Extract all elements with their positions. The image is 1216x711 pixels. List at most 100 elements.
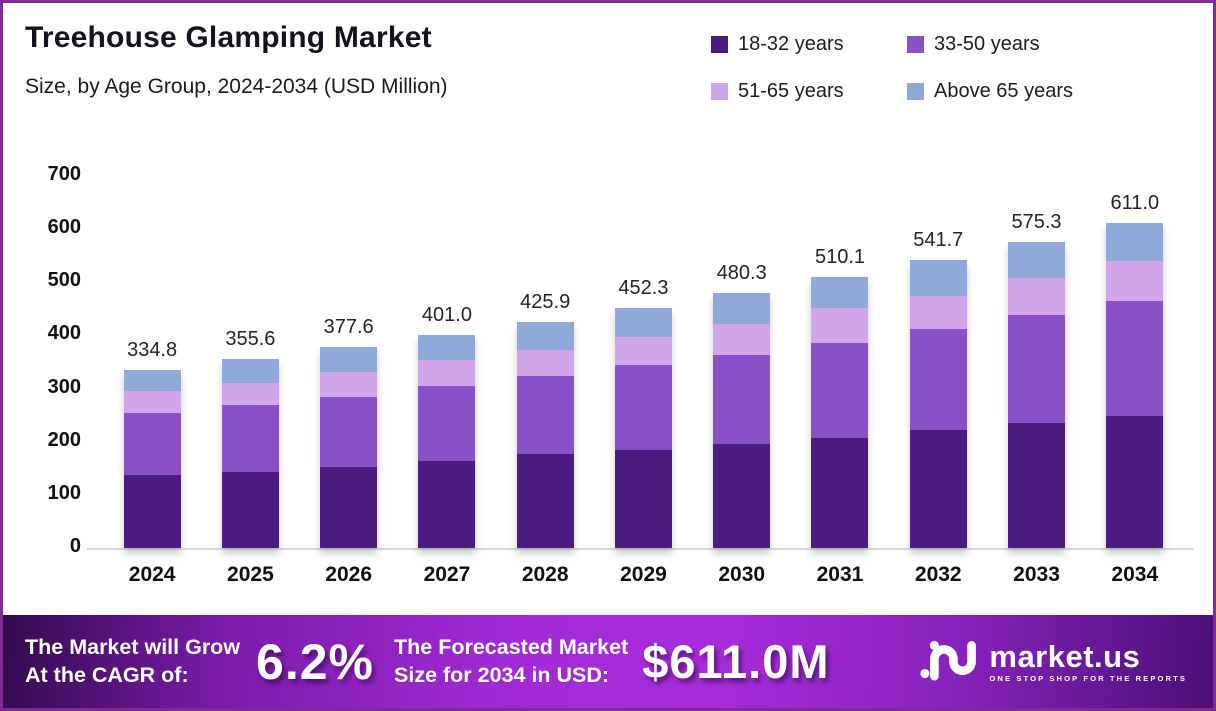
x-tick-2030: 2030: [718, 563, 766, 586]
x-tick-2034: 2034: [1111, 563, 1159, 586]
legend-label: Above 65 years: [934, 80, 1073, 102]
bar-group-2025: 355.6: [201, 163, 299, 548]
stacked-bar: [221, 359, 279, 548]
bar-segment: [320, 467, 378, 548]
x-tick-2024: 2024: [128, 563, 176, 586]
bar-segment: [1008, 242, 1066, 279]
bar-segment: [221, 359, 279, 383]
bar-segment: [909, 260, 967, 296]
bar-group-2034: 611.0: [1086, 163, 1184, 548]
brand-logo: market.us ONE STOP SHOP FOR THE REPORTS: [919, 634, 1187, 689]
bar-group-2026: 377.6: [300, 163, 398, 548]
forecast-label-line1: The Forecasted Market: [394, 634, 629, 659]
bar-segment: [811, 308, 869, 343]
y-tick-300: 300: [47, 375, 81, 398]
stacked-bar: [1106, 223, 1164, 548]
bar-segment: [614, 307, 672, 338]
cagr-label-line1: The Market will Grow: [25, 634, 241, 659]
forecast-label: The Forecasted Market Size for 2034 in U…: [394, 634, 628, 689]
y-tick-0: 0: [69, 535, 81, 557]
bar-segment: [221, 382, 279, 405]
y-tick-400: 400: [47, 322, 81, 345]
y-tick-600: 600: [47, 216, 81, 239]
x-axis-baseline: [87, 548, 1193, 550]
bar-segment: [516, 349, 574, 377]
brand-tagline: ONE STOP SHOP FOR THE REPORTS: [989, 673, 1187, 683]
bar-segment: [909, 295, 967, 329]
stacked-bar: [418, 334, 476, 548]
legend-item-3: Above 65 years: [907, 80, 1157, 103]
bar-total-label: 355.6: [225, 328, 276, 351]
bar-segment: [516, 321, 574, 350]
bar-segment: [320, 347, 378, 373]
bar-segment: [811, 342, 869, 438]
bar-total-label: 452.3: [618, 276, 669, 299]
bar-segment: [123, 412, 181, 476]
bar-segment: [418, 386, 476, 461]
bar-segment: [418, 359, 476, 387]
forecast-label-line2: Size for 2034 in USD:: [394, 662, 610, 687]
stacked-bar: [614, 307, 672, 548]
cagr-value: 6.2%: [256, 633, 375, 690]
bar-segment: [713, 443, 771, 548]
bar-segment: [123, 475, 181, 548]
stacked-bar: [516, 321, 574, 548]
bar-segment: [1106, 301, 1164, 416]
page-title: Treehouse Glamping Market: [25, 21, 432, 54]
bar-segment: [614, 365, 672, 450]
x-tick-2025: 2025: [227, 563, 274, 586]
bar-segment: [320, 372, 378, 397]
legend-item-0: 18-32 years: [711, 33, 907, 56]
bar-segment: [1008, 315, 1066, 423]
stacked-bar: [320, 347, 378, 548]
x-tick-2033: 2033: [1013, 563, 1060, 586]
bar-group-2024: 334.8: [103, 163, 201, 548]
bar-total-label: 480.3: [716, 261, 767, 284]
legend: 18-32 years 33-50 years 51-65 years Above 6…: [711, 33, 1157, 103]
footer-banner: The Market will Grow At the CAGR of: 6.2…: [3, 615, 1213, 708]
x-tick-2026: 2026: [325, 563, 373, 586]
legend-item-1: 33-50 years: [907, 33, 1157, 56]
y-tick-700: 700: [47, 163, 81, 185]
bar-segment: [1106, 415, 1164, 548]
plot-area: 334.8 355.6 377.6 401.0 425.9 452.3 480.3 510.1…: [103, 163, 1184, 548]
cagr-label: The Market will Grow At the CAGR of:: [25, 634, 240, 689]
bar-segment: [1106, 261, 1164, 302]
bar-segment: [516, 376, 574, 454]
bar-segment: [418, 334, 476, 360]
bar-segment: [614, 449, 672, 548]
bar-total-label: 510.1: [814, 245, 866, 268]
bar-segment: [221, 404, 279, 473]
x-axis-labels: 2024 2025 2026 2027 2028 2029 2030 2031 2032 2033…: [103, 563, 1184, 587]
bar-segment: [909, 328, 967, 430]
legend-swatch: [907, 36, 924, 53]
legend-label: 18-32 years: [738, 33, 844, 55]
legend-swatch: [711, 83, 728, 100]
y-tick-200: 200: [47, 428, 81, 451]
x-tick-2028: 2028: [521, 563, 569, 586]
legend-swatch: [907, 83, 924, 100]
stacked-bar: [123, 370, 181, 548]
bar-segment: [320, 396, 378, 468]
legend-label: 33-50 years: [934, 33, 1040, 55]
bar-group-2031: 510.1: [791, 163, 889, 548]
bar-segment: [811, 276, 869, 309]
market-us-logo-icon: [919, 634, 977, 689]
bar-total-label: 377.6: [323, 316, 374, 339]
y-tick-500: 500: [47, 269, 81, 292]
bar-total-label: 541.7: [913, 229, 964, 252]
bar-segment: [221, 472, 279, 548]
x-tick-2029: 2029: [620, 563, 667, 586]
forecast-value: $611.0M: [642, 635, 830, 688]
bar-segment: [1008, 422, 1066, 548]
bar-total-label: 334.8: [127, 339, 178, 362]
legend-label: 51-65 years: [738, 80, 844, 102]
bar-total-label: 611.0: [1110, 192, 1160, 215]
bar-total-label: 401.0: [421, 303, 472, 326]
bar-total-label: 425.9: [520, 290, 571, 313]
x-tick-2032: 2032: [914, 563, 962, 586]
brand-name: market.us: [989, 638, 1141, 674]
bar-total-label: 575.3: [1011, 211, 1062, 234]
legend-item-2: 51-65 years: [711, 80, 907, 103]
